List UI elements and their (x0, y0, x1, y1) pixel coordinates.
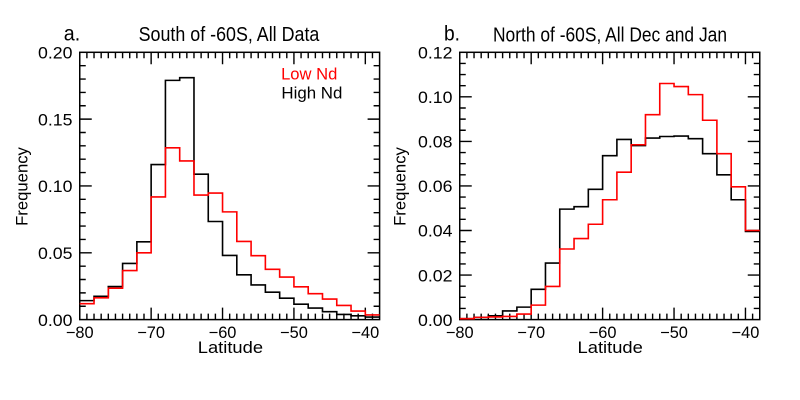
svg-text:0.10: 0.10 (38, 178, 73, 196)
svg-text:0.04: 0.04 (418, 223, 453, 241)
svg-text:a.: a. (64, 23, 80, 46)
svg-text:−60: −60 (589, 324, 617, 342)
svg-text:South of -60S, All Data: South of -60S, All Data (139, 24, 320, 46)
svg-text:−40: −40 (351, 324, 379, 342)
svg-text:Latitude: Latitude (578, 338, 643, 357)
svg-text:−60: −60 (209, 324, 237, 342)
svg-text:−40: −40 (732, 324, 760, 342)
svg-text:0.00: 0.00 (38, 312, 73, 330)
svg-text:−70: −70 (517, 324, 545, 342)
svg-text:0.20: 0.20 (38, 45, 73, 63)
svg-text:−70: −70 (137, 324, 165, 342)
svg-text:0.06: 0.06 (418, 178, 453, 196)
svg-text:−50: −50 (660, 324, 688, 342)
svg-text:0.08: 0.08 (418, 134, 453, 152)
svg-text:0.12: 0.12 (418, 45, 453, 63)
svg-text:−50: −50 (280, 324, 308, 342)
svg-text:High Nd: High Nd (281, 85, 342, 103)
svg-text:−80: −80 (446, 324, 474, 342)
svg-text:North of -60S, All Dec and Jan: North of -60S, All Dec and Jan (493, 25, 727, 47)
svg-text:Latitude: Latitude (198, 338, 263, 357)
svg-text:−80: −80 (66, 324, 94, 342)
svg-text:Frequency: Frequency (13, 147, 32, 226)
svg-text:b.: b. (444, 22, 460, 45)
svg-text:Low Nd: Low Nd (281, 66, 337, 84)
svg-text:0.02: 0.02 (418, 267, 453, 285)
svg-text:Frequency: Frequency (391, 147, 410, 226)
svg-text:0.00: 0.00 (418, 312, 453, 330)
svg-text:0.10: 0.10 (418, 89, 453, 107)
svg-text:0.05: 0.05 (38, 245, 73, 263)
svg-text:0.15: 0.15 (38, 111, 73, 129)
